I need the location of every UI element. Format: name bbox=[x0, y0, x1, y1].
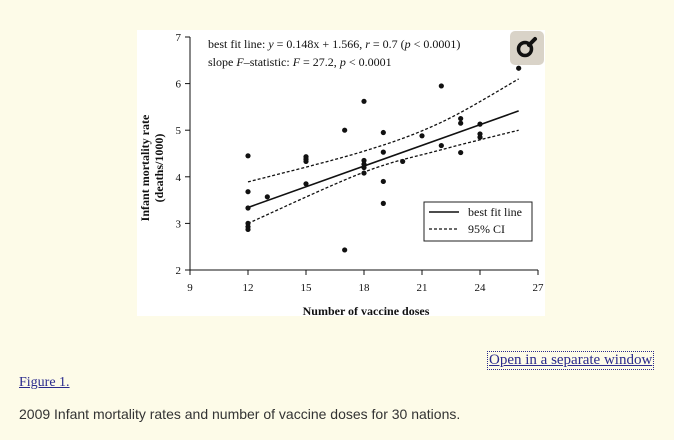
data-point bbox=[458, 120, 464, 126]
data-point bbox=[264, 194, 270, 200]
x-tick-label: 9 bbox=[187, 282, 193, 294]
x-tick-label: 12 bbox=[243, 282, 254, 294]
data-point bbox=[342, 247, 348, 253]
data-point bbox=[380, 129, 386, 136]
data-point bbox=[380, 200, 386, 206]
data-point bbox=[303, 181, 309, 187]
data-point bbox=[303, 158, 309, 165]
ci-upper-line bbox=[247, 78, 519, 183]
magnifier-icon[interactable] bbox=[510, 31, 544, 65]
y-tick-label: 7 bbox=[176, 32, 182, 44]
x-tick-label: 21 bbox=[417, 282, 428, 294]
annotation-line-1: best fit line: y = 0.148x + 1.566, r = 0… bbox=[208, 37, 460, 51]
data-point bbox=[361, 170, 367, 176]
data-point bbox=[245, 153, 251, 159]
x-tick-label: 15 bbox=[301, 282, 313, 294]
annotation-line-2: slope F–statistic: F = 27.2, p < 0.0001 bbox=[208, 55, 392, 69]
data-point bbox=[361, 98, 367, 104]
data-point bbox=[419, 133, 425, 139]
y-axis-label-line-2: (deaths/1000) bbox=[152, 134, 166, 203]
data-point bbox=[361, 164, 367, 171]
data-point bbox=[438, 83, 444, 89]
figure-link[interactable]: Figure 1. bbox=[19, 375, 70, 390]
data-point bbox=[400, 158, 406, 165]
y-axis-label: Infant mortality rate (deaths/1000) bbox=[138, 114, 166, 221]
x-tick-label: 18 bbox=[359, 282, 371, 294]
open-in-separate-window-link[interactable]: Open in a separate window bbox=[487, 351, 655, 370]
data-point bbox=[458, 149, 464, 156]
x-axis-label: Number of vaccine doses bbox=[303, 304, 430, 316]
y-tick-label: 6 bbox=[176, 79, 182, 91]
data-point bbox=[361, 157, 367, 164]
y-axis-label-line-1: Infant mortality rate bbox=[138, 114, 152, 221]
x-tick-label: 24 bbox=[475, 282, 487, 294]
figure-caption: 2009 Infant mortality rates and number o… bbox=[19, 406, 461, 422]
legend-label-ci: 95% CI bbox=[468, 222, 505, 236]
data-point bbox=[245, 226, 251, 233]
data-point bbox=[245, 189, 251, 195]
figure-panel: 2 3 4 5 6 7 9 12 15 18 21 24 27 best fit line: y = 0… bbox=[137, 30, 545, 316]
y-tick-label: 5 bbox=[176, 125, 182, 137]
data-point bbox=[438, 142, 444, 149]
data-point bbox=[458, 115, 464, 122]
data-point bbox=[477, 134, 483, 140]
y-tick-label: 3 bbox=[176, 218, 182, 230]
ci-lower-line bbox=[247, 129, 519, 224]
data-point bbox=[380, 178, 386, 185]
y-tick-label: 2 bbox=[176, 265, 182, 277]
legend-box bbox=[423, 201, 533, 242]
data-point bbox=[380, 149, 386, 155]
legend-label-fit: best fit line bbox=[468, 205, 522, 219]
scatter-chart: 2 3 4 5 6 7 9 12 15 18 21 24 27 best fit line: y = 0… bbox=[138, 32, 545, 316]
data-point bbox=[342, 127, 348, 133]
data-point bbox=[516, 65, 522, 71]
y-tick-label: 4 bbox=[176, 172, 182, 184]
data-point bbox=[477, 121, 483, 127]
data-point bbox=[245, 205, 251, 211]
legend: best fit line 95% CI bbox=[423, 201, 533, 242]
x-tick-label: 27 bbox=[533, 282, 545, 294]
best-fit-line bbox=[247, 110, 519, 209]
